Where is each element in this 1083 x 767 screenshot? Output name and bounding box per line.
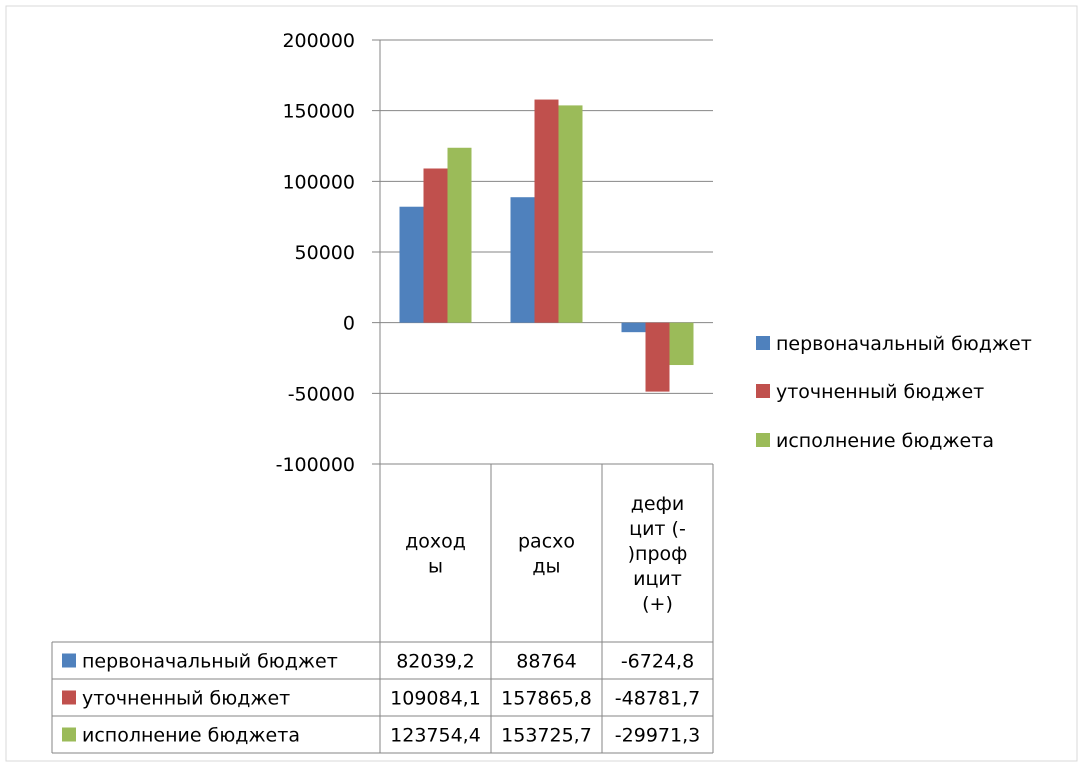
bar-первоначальный-бюджет-1 <box>399 206 424 323</box>
y-tick-label: 50000 <box>295 242 355 264</box>
legend-key-первоначальный-бюджет <box>756 336 770 350</box>
table-cell-value: -6724,8 <box>621 651 694 673</box>
table-legend-key <box>62 653 76 668</box>
bar-исполнение-бюджета-3 <box>669 322 694 366</box>
bar-первоначальный-бюджет-2 <box>510 197 535 323</box>
table-row-label: уточненный бюджет <box>82 688 290 710</box>
y-tick-label: -100000 <box>276 454 355 476</box>
y-tick-label: 150000 <box>282 101 355 123</box>
bar-исполнение-бюджета-2 <box>558 105 583 323</box>
table-row-label: исполнение бюджета <box>82 725 300 747</box>
category-label-2: расхо ды <box>518 531 575 578</box>
y-tick-label: 0 <box>343 313 355 335</box>
legend-key-исполнение-бюджета <box>756 433 770 447</box>
legend-label: уточненный бюджет <box>776 381 984 403</box>
legend-label: исполнение бюджета <box>776 430 994 452</box>
table-cell-value: 123754,4 <box>390 725 481 747</box>
legend-key-уточненный-бюджет <box>756 384 770 398</box>
table-cell-value: -48781,7 <box>615 688 700 710</box>
table-legend-key <box>62 690 76 705</box>
bar-уточненный-бюджет-3 <box>645 322 670 392</box>
y-tick-label: 100000 <box>282 171 355 193</box>
legend: первоначальный бюджет уточненный бюджет ис… <box>756 333 1032 452</box>
bar-уточненный-бюджет-1 <box>423 168 448 323</box>
bar-уточненный-бюджет-2 <box>534 99 559 323</box>
table-cell-value: 153725,7 <box>501 725 592 747</box>
table-cell-value: 157865,8 <box>501 688 592 710</box>
data-table: доход ы расхо ды дефи цит (-)проф ицит (+) перво… <box>51 463 714 754</box>
table-cell-value: 88764 <box>516 651 576 673</box>
category-label-1: доход ы <box>405 531 466 578</box>
table-row-label: первоначальный бюджет <box>82 651 338 673</box>
y-tick-label: -50000 <box>288 383 355 405</box>
table-cell-value: -29971,3 <box>615 725 700 747</box>
bar-исполнение-бюджета-1 <box>447 147 472 323</box>
table-cell-value: 109084,1 <box>390 688 481 710</box>
table-cell-value: 82039,2 <box>396 651 475 673</box>
bar-первоначальный-бюджет-3 <box>621 322 646 333</box>
category-label-3: дефи цит (-)проф ицит (+) <box>628 493 688 615</box>
bars <box>399 99 694 392</box>
table-legend-key <box>62 727 76 742</box>
y-tick-label: 200000 <box>282 30 355 52</box>
y-axis: 200000 150000 100000 50000 0 -50000 -100000 <box>276 30 381 476</box>
legend-label: первоначальный бюджет <box>776 333 1032 355</box>
